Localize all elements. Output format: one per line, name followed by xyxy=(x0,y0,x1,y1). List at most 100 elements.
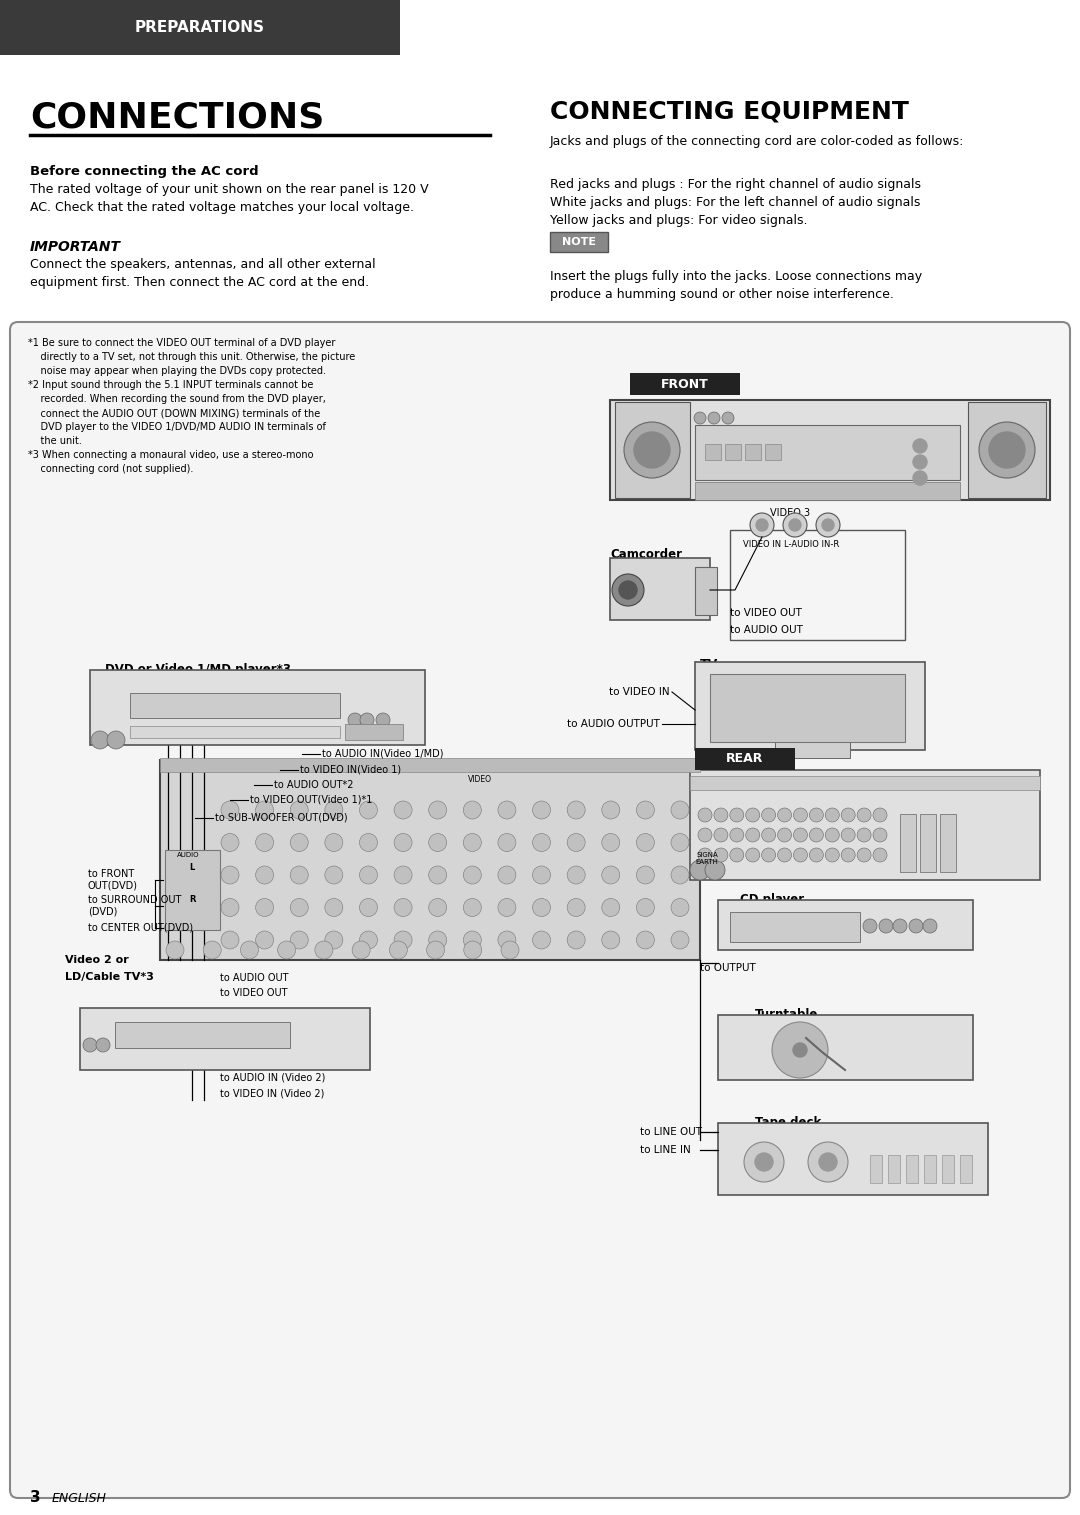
Bar xyxy=(745,444,761,461)
Bar xyxy=(718,1015,973,1080)
Circle shape xyxy=(429,867,447,883)
Bar xyxy=(718,900,973,950)
Circle shape xyxy=(808,1142,848,1182)
Circle shape xyxy=(602,898,620,917)
Circle shape xyxy=(241,941,258,959)
Circle shape xyxy=(745,848,759,862)
Text: ENGLISH: ENGLISH xyxy=(52,1491,107,1504)
Circle shape xyxy=(498,801,516,820)
Circle shape xyxy=(291,932,308,948)
Text: directly to a TV set, not through this unit. Otherwise, the picture: directly to a TV set, not through this u… xyxy=(28,351,355,362)
Bar xyxy=(610,558,710,620)
Text: to FRONT
OUT(DVD): to FRONT OUT(DVD) xyxy=(87,870,138,891)
Circle shape xyxy=(256,833,273,851)
Circle shape xyxy=(602,867,620,883)
Circle shape xyxy=(91,732,109,748)
Circle shape xyxy=(873,807,887,823)
Text: NOTE: NOTE xyxy=(562,236,596,247)
Circle shape xyxy=(463,801,482,820)
Circle shape xyxy=(567,932,585,948)
Bar xyxy=(765,444,781,461)
Circle shape xyxy=(978,423,1035,479)
Circle shape xyxy=(705,861,725,880)
Circle shape xyxy=(698,848,712,862)
Circle shape xyxy=(394,801,413,820)
Text: Insert the plugs fully into the jacks. Loose connections may
produce a humming s: Insert the plugs fully into the jacks. L… xyxy=(550,270,922,301)
Circle shape xyxy=(501,941,519,959)
Text: to VIDEO IN (Video 2): to VIDEO IN (Video 2) xyxy=(220,1089,324,1098)
Text: to AUDIO IN(Video 1/MD): to AUDIO IN(Video 1/MD) xyxy=(322,748,444,759)
Circle shape xyxy=(636,833,654,851)
Circle shape xyxy=(498,898,516,917)
Text: LD/Cable TV*3: LD/Cable TV*3 xyxy=(65,973,153,982)
Text: to LINE OUT: to LINE OUT xyxy=(640,1127,702,1136)
Circle shape xyxy=(841,829,855,842)
Text: to OUTPUT: to OUTPUT xyxy=(700,964,756,973)
Circle shape xyxy=(636,801,654,820)
Circle shape xyxy=(256,867,273,883)
Circle shape xyxy=(291,801,308,820)
Circle shape xyxy=(427,941,445,959)
Circle shape xyxy=(778,807,792,823)
Bar xyxy=(345,724,403,739)
Bar xyxy=(0,0,400,55)
Circle shape xyxy=(360,932,378,948)
Text: IMPORTANT: IMPORTANT xyxy=(30,239,121,255)
Circle shape xyxy=(602,932,620,948)
Circle shape xyxy=(671,801,689,820)
Circle shape xyxy=(879,920,893,933)
Circle shape xyxy=(463,941,482,959)
Text: to VIDEO OUT: to VIDEO OUT xyxy=(220,988,287,998)
Circle shape xyxy=(793,1042,807,1057)
Circle shape xyxy=(772,1023,828,1079)
Text: to VIDEO IN: to VIDEO IN xyxy=(609,686,670,697)
Circle shape xyxy=(360,867,378,883)
Circle shape xyxy=(778,829,792,842)
Circle shape xyxy=(352,941,370,959)
Text: VIDEO IN: VIDEO IN xyxy=(743,539,781,548)
Circle shape xyxy=(825,848,839,862)
Circle shape xyxy=(567,867,585,883)
Circle shape xyxy=(360,714,374,727)
Circle shape xyxy=(745,807,759,823)
Circle shape xyxy=(221,898,239,917)
Circle shape xyxy=(463,867,482,883)
Circle shape xyxy=(730,807,744,823)
Bar xyxy=(920,814,936,873)
Bar xyxy=(725,444,741,461)
Circle shape xyxy=(612,574,644,606)
Circle shape xyxy=(325,801,342,820)
Circle shape xyxy=(723,412,734,424)
Circle shape xyxy=(761,848,775,862)
Text: *3 When connecting a monaural video, use a stereo-mono: *3 When connecting a monaural video, use… xyxy=(28,450,313,461)
Circle shape xyxy=(636,898,654,917)
Text: to AUDIO IN (Video 2): to AUDIO IN (Video 2) xyxy=(220,1073,325,1083)
Circle shape xyxy=(745,829,759,842)
Circle shape xyxy=(671,932,689,948)
Text: CONNECTIONS: CONNECTIONS xyxy=(30,100,324,133)
Text: *2 Input sound through the 5.1 INPUT terminals cannot be: *2 Input sound through the 5.1 INPUT ter… xyxy=(28,380,313,389)
Circle shape xyxy=(761,829,775,842)
Circle shape xyxy=(783,514,807,536)
Bar xyxy=(690,770,1040,880)
Text: Red jacks and plugs : For the right channel of audio signals: Red jacks and plugs : For the right chan… xyxy=(550,177,921,191)
Circle shape xyxy=(567,801,585,820)
Text: to AUDIO OUT*2: to AUDIO OUT*2 xyxy=(274,780,353,789)
Circle shape xyxy=(893,920,907,933)
Circle shape xyxy=(809,807,823,823)
Text: to SUB-WOOFER OUT(DVD): to SUB-WOOFER OUT(DVD) xyxy=(215,814,348,823)
Circle shape xyxy=(858,848,872,862)
Bar xyxy=(90,670,426,745)
Circle shape xyxy=(394,932,413,948)
Text: connect the AUDIO OUT (DOWN MIXING) terminals of the: connect the AUDIO OUT (DOWN MIXING) term… xyxy=(28,408,321,418)
Text: Turntable: Turntable xyxy=(755,1007,819,1021)
Circle shape xyxy=(429,898,447,917)
Circle shape xyxy=(376,714,390,727)
Circle shape xyxy=(532,833,551,851)
Circle shape xyxy=(714,807,728,823)
Text: to AUDIO OUT: to AUDIO OUT xyxy=(220,973,288,983)
Text: to VIDEO IN(Video 1): to VIDEO IN(Video 1) xyxy=(300,765,401,776)
Text: to VIDEO OUT: to VIDEO OUT xyxy=(730,608,801,618)
Bar xyxy=(775,742,850,758)
Text: to VIDEO OUT(Video 1)*1: to VIDEO OUT(Video 1)*1 xyxy=(249,795,373,804)
